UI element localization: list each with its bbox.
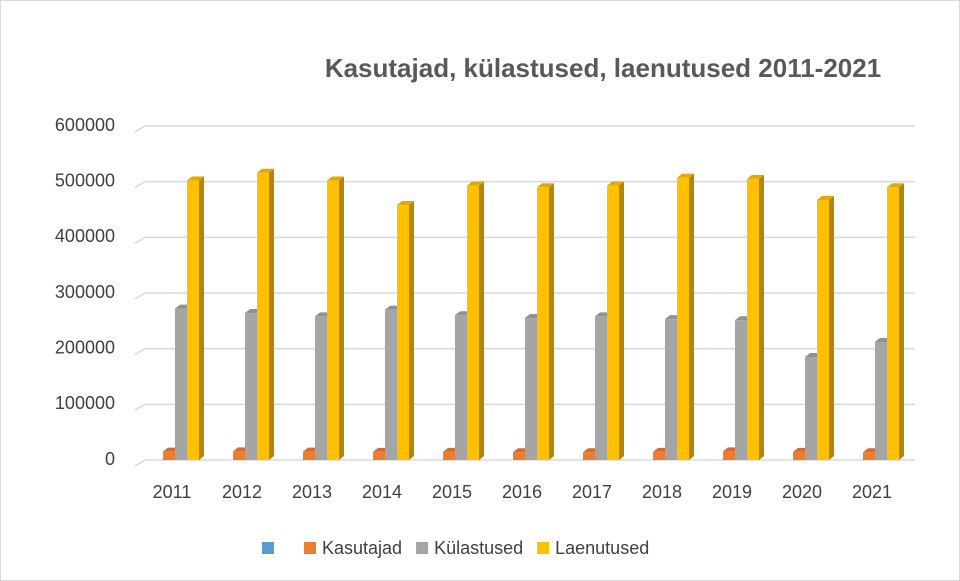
- bar-face: [759, 174, 764, 460]
- y-tick-label: 0: [105, 449, 115, 469]
- bar-face: [817, 196, 834, 201]
- x-tick-label: 2012: [222, 482, 262, 502]
- bar: [607, 181, 624, 460]
- bar-face: [677, 173, 694, 178]
- bar: [187, 176, 204, 460]
- bar-face: [607, 181, 624, 186]
- bar: [467, 181, 484, 460]
- legend-label: Kasutajad: [322, 538, 402, 558]
- grid-line: [134, 125, 915, 133]
- bar-face: [315, 316, 327, 460]
- bar-face: [525, 318, 537, 460]
- bar: [677, 173, 694, 460]
- bar-face: [513, 452, 525, 460]
- bar: [397, 201, 414, 460]
- bar-face: [245, 313, 257, 460]
- x-tick-label: 2020: [782, 482, 822, 502]
- bar-face: [443, 451, 455, 460]
- bar-face: [747, 174, 764, 179]
- bar-face: [653, 451, 665, 460]
- grid-line: [134, 236, 915, 244]
- legend-label: Laenutused: [555, 538, 649, 558]
- bar-face: [199, 176, 204, 460]
- bar: [817, 196, 834, 460]
- bar-face: [677, 177, 689, 460]
- bar-face: [805, 357, 817, 460]
- x-tick-label: 2017: [572, 482, 612, 502]
- chart-title: Kasutajad, külastused, laenutused 2011-2…: [325, 53, 881, 83]
- bar-face: [887, 183, 904, 188]
- bar-face: [607, 185, 619, 460]
- bar-face: [793, 451, 805, 460]
- bar: [537, 183, 554, 460]
- bar-face: [409, 201, 414, 460]
- bar-face: [339, 176, 344, 460]
- legend-swatch: [416, 542, 429, 554]
- bar: [747, 174, 764, 460]
- bar-face: [269, 168, 274, 460]
- bar-face: [665, 319, 677, 460]
- bar-face: [887, 187, 899, 460]
- x-tick-label: 2014: [362, 482, 402, 502]
- bar-face: [595, 316, 607, 460]
- bar-face: [257, 168, 274, 173]
- grid-line: [134, 403, 915, 411]
- bar-face: [327, 176, 344, 181]
- legend-label: Külastused: [434, 538, 523, 558]
- bar-face: [397, 201, 414, 206]
- bar-face: [187, 176, 204, 181]
- legend-swatch: [537, 542, 550, 554]
- bar-face: [537, 183, 554, 188]
- grid-line: [134, 180, 915, 189]
- bar: [257, 168, 274, 460]
- bar-face: [397, 205, 409, 460]
- bar-face: [817, 200, 829, 460]
- grid-line: [134, 292, 915, 300]
- y-tick-label: 400000: [55, 226, 115, 246]
- bar-face: [163, 451, 175, 460]
- legend-swatch: [304, 542, 316, 554]
- x-tick-label: 2013: [292, 482, 332, 502]
- y-tick-label: 100000: [55, 393, 115, 413]
- bar-face: [373, 451, 385, 460]
- bar-face: [899, 183, 904, 460]
- bar-face: [875, 341, 887, 460]
- bar-face: [479, 181, 484, 460]
- bar-face: [619, 181, 624, 460]
- bar-face: [549, 183, 554, 460]
- bar-face: [455, 315, 467, 460]
- x-tick-label: 2019: [712, 482, 752, 502]
- bar-face: [187, 180, 199, 460]
- bar: [327, 176, 344, 460]
- y-tick-label: 300000: [55, 282, 115, 302]
- bar-face: [829, 196, 834, 460]
- bar-face: [385, 309, 397, 460]
- x-tick-label: 2015: [432, 482, 472, 502]
- bar: [887, 183, 904, 460]
- x-tick-label: 2011: [153, 482, 192, 502]
- bar-face: [175, 308, 187, 460]
- x-tick-label: 2018: [642, 482, 682, 502]
- bar-face: [723, 451, 735, 460]
- y-tick-label: 500000: [55, 170, 115, 190]
- bar-face: [735, 320, 747, 460]
- bar-face: [327, 180, 339, 460]
- bar-face: [689, 173, 694, 460]
- grid-line: [134, 347, 915, 356]
- bar-face: [467, 185, 479, 460]
- bar-face: [467, 181, 484, 186]
- bar-face: [863, 452, 875, 460]
- bar-face: [537, 187, 549, 460]
- bar-face: [583, 452, 595, 460]
- x-tick-label: 2021: [852, 482, 892, 502]
- y-tick-label: 200000: [55, 337, 115, 357]
- bar-face: [747, 178, 759, 460]
- bar-face: [233, 451, 245, 460]
- legend-swatch: [262, 542, 274, 554]
- y-tick-label: 600000: [55, 115, 115, 135]
- x-tick-label: 2016: [502, 482, 542, 502]
- bar-face: [303, 451, 315, 460]
- bar-face: [257, 172, 269, 460]
